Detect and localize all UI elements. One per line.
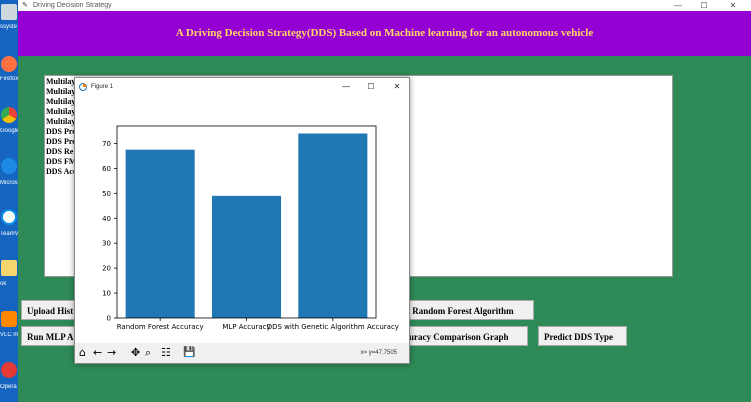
desktop-icon-label: TeamVi xyxy=(0,231,18,237)
feather-icon: ✎ xyxy=(22,1,28,9)
output-line: Multilay xyxy=(46,87,76,96)
desktop-icon-label: Firefox xyxy=(0,76,18,82)
window-title: Driving Decision Strategy xyxy=(33,2,112,9)
pan-icon[interactable]: ✥ xyxy=(131,346,141,359)
teamviewer-icon[interactable] xyxy=(1,209,17,225)
figure-maximize-button[interactable]: ☐ xyxy=(367,82,375,91)
output-line: Multilay xyxy=(46,117,76,126)
opera-icon[interactable] xyxy=(1,362,17,378)
run-mlp-button[interactable]: Run MLP A xyxy=(21,326,77,346)
x-tick-label: MLP Accuracy xyxy=(222,323,270,331)
output-line: DDS FM xyxy=(46,157,77,166)
output-line: DDS Pre xyxy=(46,137,76,146)
cursor-coordinates: x= y=47.7505 xyxy=(360,350,397,356)
back-arrow-icon[interactable]: ← xyxy=(93,346,103,359)
output-line: Multilay xyxy=(46,77,76,86)
maximize-button[interactable]: ☐ xyxy=(700,1,708,10)
y-tick-label: 50 xyxy=(102,190,111,198)
minimize-button[interactable]: — xyxy=(674,1,682,10)
forward-arrow-icon[interactable]: → xyxy=(107,346,117,359)
y-tick-label: 60 xyxy=(102,165,111,173)
output-line: DDS Re xyxy=(46,147,74,156)
predict-dds-button[interactable]: Predict DDS Type xyxy=(538,326,627,346)
app-title: A Driving Decision Strategy(DDS) Based o… xyxy=(175,27,594,39)
window-titlebar: ✎ Driving Decision Strategy — ☐ ✕ xyxy=(18,0,751,11)
figure-close-button[interactable]: ✕ xyxy=(393,82,401,91)
header-banner: A Driving Decision Strategy(DDS) Based o… xyxy=(18,11,751,56)
app-icon[interactable] xyxy=(1,4,17,20)
save-icon[interactable]: 💾 xyxy=(183,347,196,358)
y-tick-label: 0 xyxy=(107,315,111,323)
desktop-icon-label: Google Chrom xyxy=(0,128,18,134)
desktop-icon-label: Micros Edge xyxy=(0,180,18,186)
figure-toolbar: ⌂ ← → ✥ ⌕ ☷ 💾 x= y=47.7505 xyxy=(75,343,409,363)
random-forest-button[interactable]: n Random Forest Algorithm xyxy=(404,300,534,320)
output-line: DDS Acc xyxy=(46,167,77,176)
desktop-icon-label: Opera brows xyxy=(0,384,18,390)
chrome-icon[interactable] xyxy=(1,107,17,123)
accuracy-comparison-button[interactable]: curacy Comparison Graph xyxy=(404,326,528,346)
y-tick-label: 30 xyxy=(102,240,111,248)
figure-titlebar: Figure 1 — ☐ ✕ xyxy=(75,78,409,96)
vlc-icon[interactable] xyxy=(1,311,17,327)
desktop-icon-label: ok xyxy=(0,281,7,287)
y-tick-label: 70 xyxy=(102,140,111,148)
chart-bar xyxy=(211,195,282,318)
figure-title: Figure 1 xyxy=(91,84,114,90)
figure-window: Figure 1 — ☐ ✕ 0 10 20 30 40 50 60 70 Random For… xyxy=(74,77,410,364)
chart-bar xyxy=(125,149,195,318)
upload-history-button[interactable]: Upload Hist xyxy=(21,300,77,320)
folder-icon[interactable] xyxy=(1,260,17,276)
configure-subplots-icon[interactable]: ☷ xyxy=(161,346,171,359)
output-line: Multilay xyxy=(46,97,76,106)
desktop-icon-label: ssyste xyxy=(0,24,18,30)
close-button[interactable]: ✕ xyxy=(729,1,737,10)
desktop-icon-label: VLC me playe xyxy=(0,332,18,338)
y-tick-label: 40 xyxy=(102,215,111,223)
x-tick-label: DDS with Genetic Algorithm Accuracy xyxy=(267,323,399,331)
home-icon[interactable]: ⌂ xyxy=(79,346,86,359)
output-line: Multilay xyxy=(46,107,76,116)
matplotlib-icon xyxy=(79,83,87,91)
edge-icon[interactable] xyxy=(1,158,17,174)
y-tick-label: 10 xyxy=(102,290,111,298)
desktop-icon-strip: ssyste Firefox Google Chrom Micros Edge … xyxy=(0,0,18,402)
chart-bar xyxy=(298,133,368,318)
zoom-icon[interactable]: ⌕ xyxy=(145,346,152,359)
y-tick-label: 20 xyxy=(102,265,111,273)
x-tick-label: Random Forest Accuracy xyxy=(117,323,204,331)
output-line: DDS Pre xyxy=(46,127,76,136)
bar-chart: 0 10 20 30 40 50 60 70 Random Forest Accuracy MLP… xyxy=(102,125,399,331)
figure-minimize-button[interactable]: — xyxy=(342,82,350,91)
firefox-icon[interactable] xyxy=(1,56,17,72)
